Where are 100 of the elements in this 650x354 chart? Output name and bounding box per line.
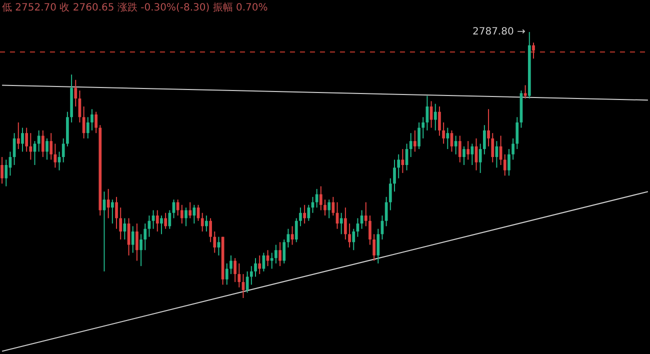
candlestick (491, 132, 494, 163)
candlestick (364, 202, 368, 227)
candlestick (311, 196, 314, 214)
candlestick (238, 262, 241, 288)
candlestick (348, 223, 351, 248)
candlestick (131, 226, 134, 254)
candlestick (401, 148, 404, 174)
candlestick (46, 138, 48, 160)
candlestick (0, 156, 4, 184)
candlestick (340, 212, 343, 235)
candlestick (74, 79, 78, 107)
candlestick (250, 266, 253, 286)
candlestick (62, 138, 65, 163)
candlestick (16, 122, 20, 150)
candlestick (86, 116, 90, 139)
candlestick (106, 188, 110, 219)
candlestick (266, 250, 270, 267)
candlestick (184, 207, 188, 227)
candlestick (50, 132, 53, 160)
candlestick (270, 252, 274, 270)
candlestick (160, 215, 163, 235)
candlestick (446, 127, 450, 150)
candlestick (152, 210, 155, 230)
candlestick (388, 178, 392, 211)
candlestick (516, 116, 519, 150)
candlestick (299, 207, 302, 227)
candlestick (58, 151, 61, 171)
candlestick (434, 103, 437, 131)
candlestick (384, 196, 388, 227)
candlestick (290, 226, 294, 246)
candlestick (409, 132, 412, 158)
candlestick (487, 108, 490, 147)
candlestick (156, 210, 159, 232)
candlestick (294, 218, 298, 243)
candlestick (94, 111, 98, 134)
candlestick (324, 199, 326, 216)
candlestick (258, 254, 262, 275)
candlestick (344, 207, 347, 240)
candlestick (414, 130, 416, 152)
candlestick (418, 122, 420, 150)
candlestick (458, 135, 462, 163)
candlestick (254, 258, 257, 278)
candlestick (532, 42, 535, 60)
candlestick (422, 116, 425, 139)
candlestick (352, 228, 356, 251)
candlestick (205, 215, 208, 232)
candlestick (478, 143, 482, 174)
candlestick (209, 218, 212, 243)
candlestick (508, 148, 510, 176)
candlestick (180, 204, 184, 224)
candlestick (503, 154, 506, 176)
candlestick (282, 238, 286, 264)
candlestick (213, 231, 216, 254)
candlestick (368, 215, 372, 246)
candlestick (278, 242, 282, 267)
candlestick (307, 204, 310, 222)
candlestick (176, 199, 180, 216)
candlestick (438, 106, 441, 136)
candlestick (230, 254, 232, 275)
candlestick (119, 207, 122, 240)
candlestick (397, 154, 400, 179)
candlestick (188, 202, 192, 219)
candlestick (466, 140, 470, 160)
candlestick (512, 138, 514, 160)
candlestick (225, 262, 228, 286)
candlestick (4, 159, 8, 187)
candlestick (110, 199, 114, 224)
candlestick (25, 127, 28, 152)
candlestick (328, 199, 331, 219)
candlestick (41, 130, 44, 158)
candlestick (303, 204, 306, 224)
candlestick (332, 196, 335, 216)
candlestick (393, 159, 396, 192)
candlestick (372, 234, 376, 262)
candlestick (200, 212, 204, 232)
candlestick (136, 223, 138, 262)
candlestick (217, 236, 220, 256)
candlestick (234, 258, 236, 283)
candlestick (140, 234, 142, 267)
candlestick (319, 186, 322, 211)
candlestick (115, 196, 118, 230)
candlestick (144, 223, 147, 251)
candlestick (262, 252, 266, 272)
candlestick (442, 122, 445, 144)
candlestick (470, 143, 474, 166)
candlestick (483, 124, 486, 155)
candlestick (315, 188, 318, 208)
annotation: 2787.80 → (472, 26, 526, 38)
candlestick (164, 212, 167, 230)
candlestick (462, 146, 466, 166)
candlestick (376, 228, 380, 264)
candlestick (274, 244, 278, 264)
candlestick (246, 270, 249, 294)
candlestick (172, 199, 176, 219)
text: 低 2752.70 收 2760.65 涨跌 -0.30%(-8.30) 振幅 0.70% (2, 2, 268, 14)
candlestick (29, 132, 32, 160)
candlestick (454, 135, 458, 155)
candlestick (90, 108, 94, 131)
candlestick (524, 84, 527, 99)
candlestick (37, 130, 40, 152)
